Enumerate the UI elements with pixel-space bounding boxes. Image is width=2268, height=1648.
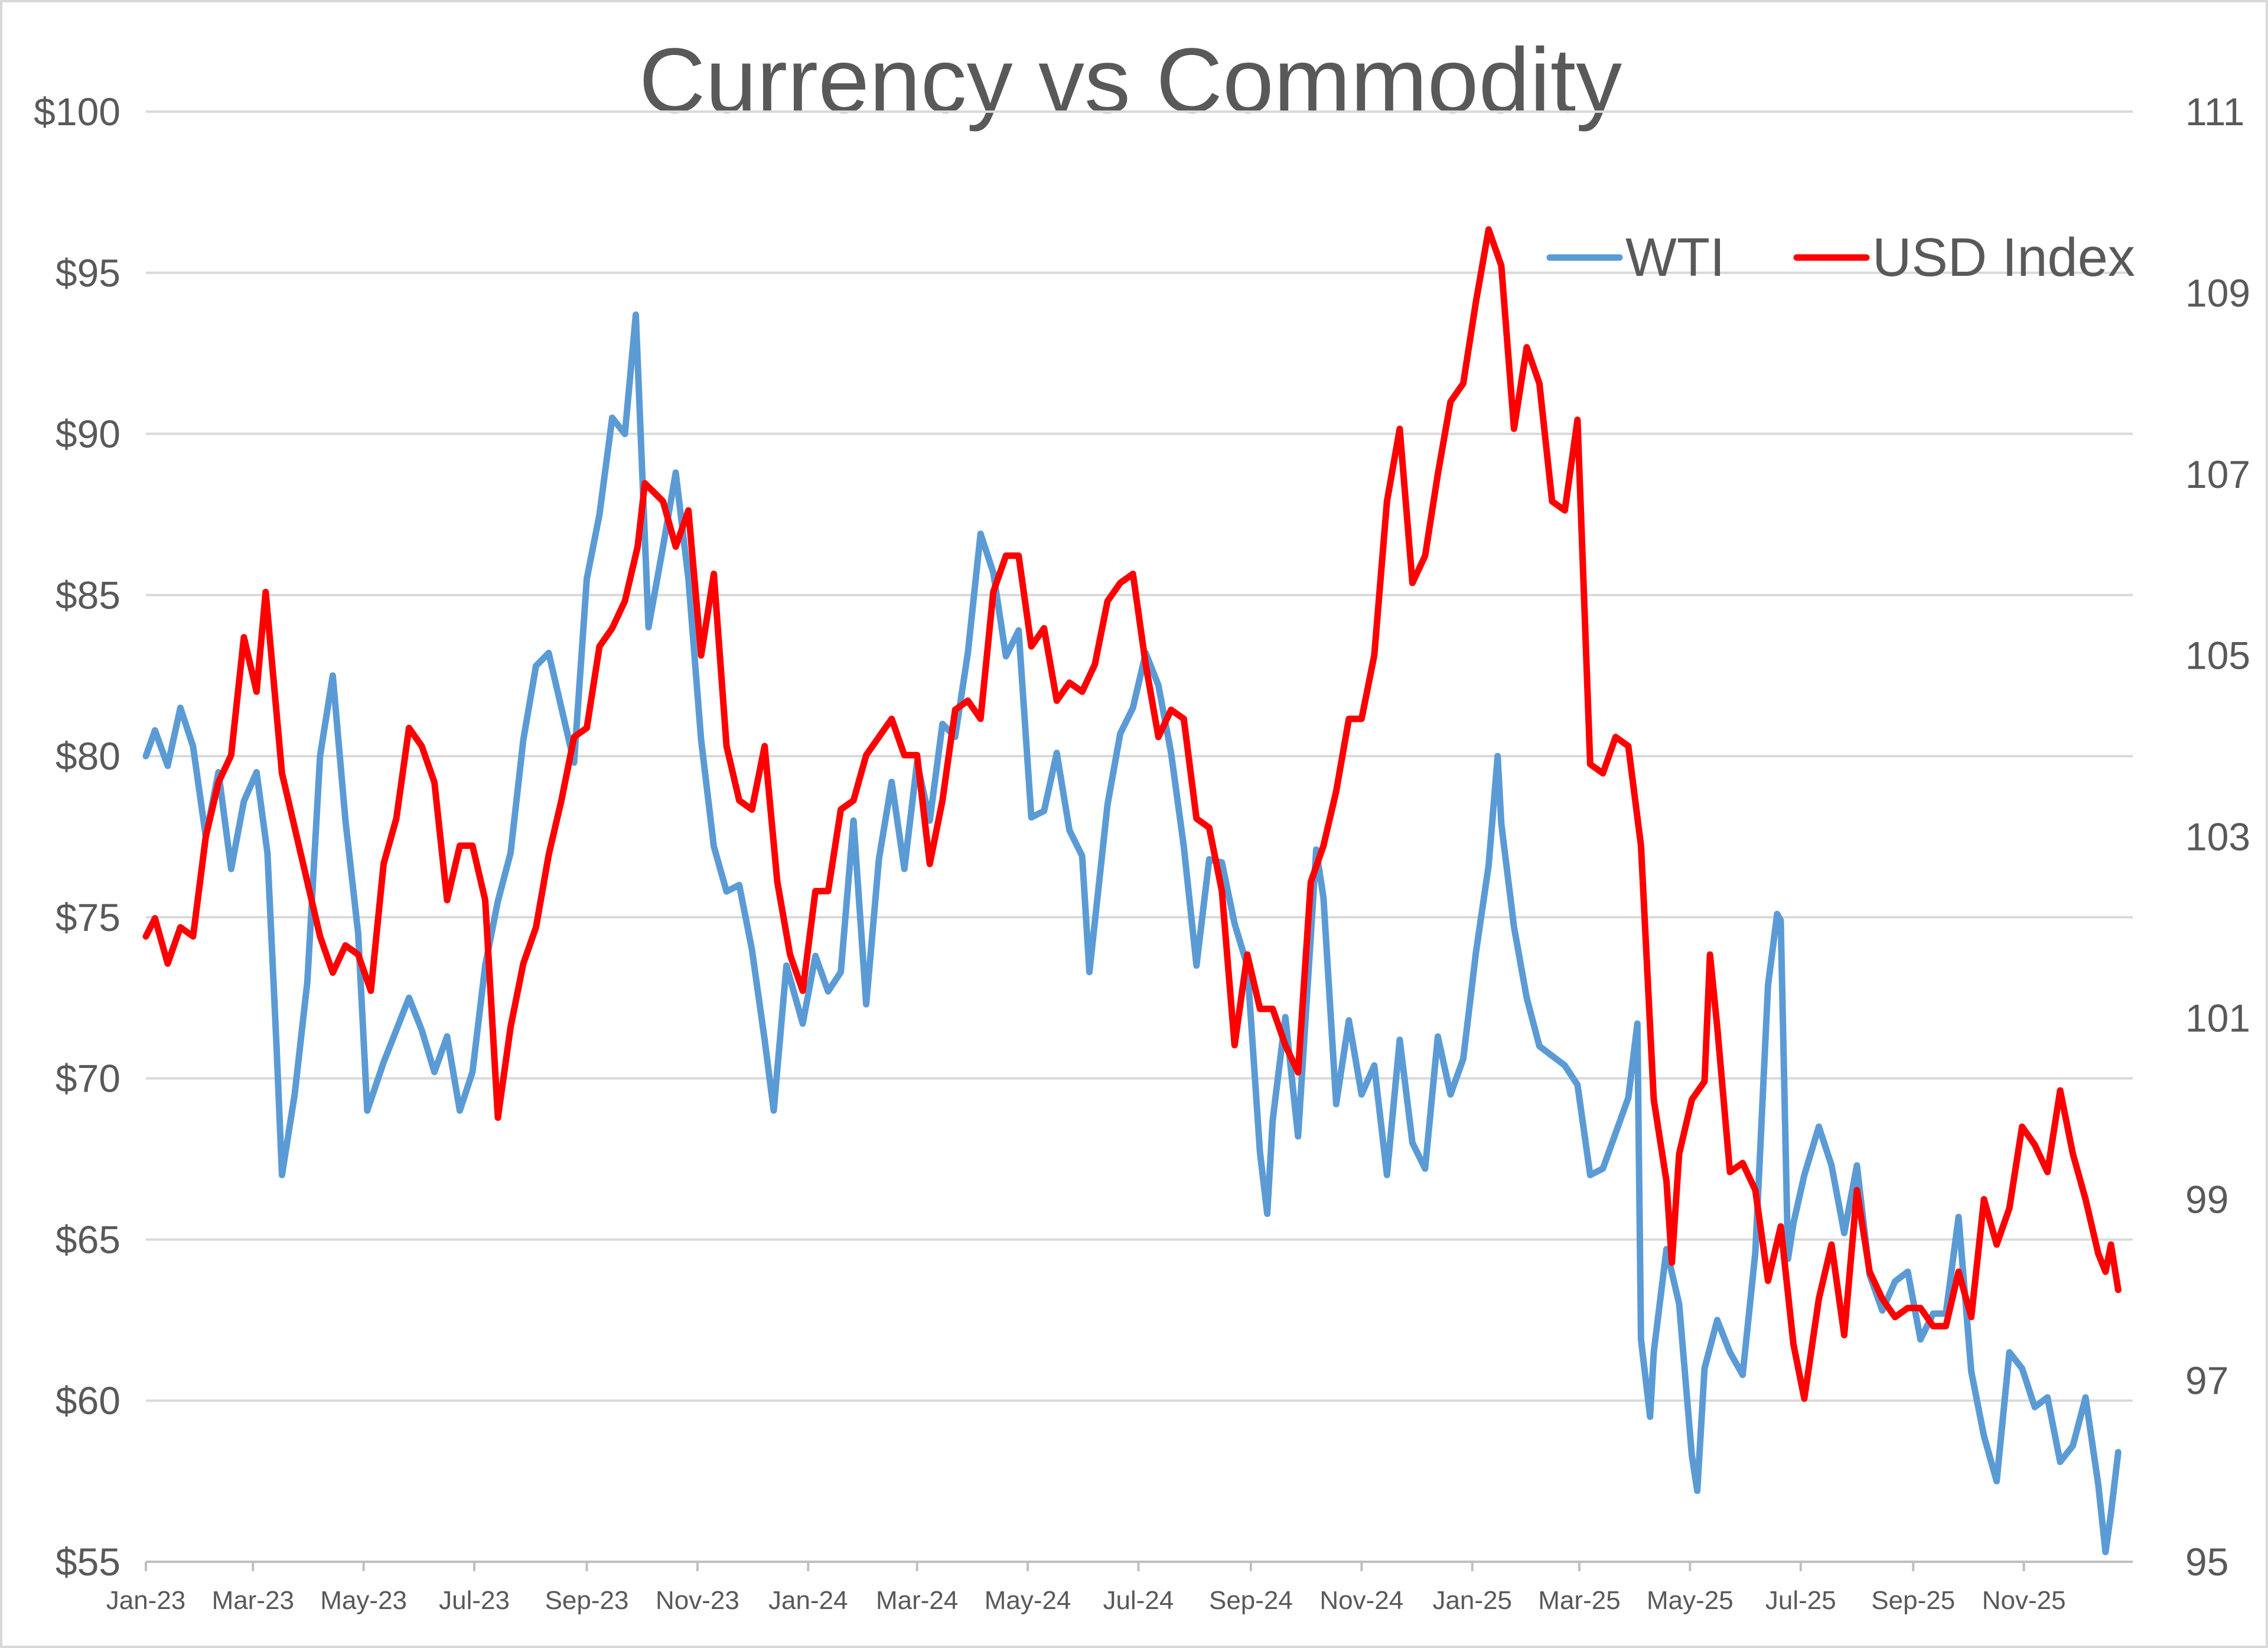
x-tick-label: Jan-23 [106, 1586, 186, 1615]
y-right-tick-label: 101 [2185, 996, 2250, 1040]
y-left-tick-label: $90 [56, 412, 120, 456]
y-left-tick-label: $75 [56, 895, 120, 939]
y-left-tick-label: $60 [56, 1379, 120, 1422]
y-right-tick-label: 95 [2185, 1540, 2228, 1584]
series-line-usd-index [142, 226, 2122, 1402]
x-axis: Jan-23 Mar-23 May-23 Jul-23 Sep-23 Nov-23 Jan-… [106, 1561, 2133, 1615]
y-right-tick-label: 107 [2185, 452, 2250, 496]
x-tick-label: Mar-24 [876, 1586, 958, 1615]
y-right-tick-label: 109 [2185, 271, 2250, 315]
y-left-tick-label: $85 [56, 573, 120, 617]
y-left-tick-label: $70 [56, 1057, 120, 1100]
x-tick-label: Jul-24 [1103, 1586, 1174, 1615]
x-tick-label: Jul-25 [1765, 1586, 1836, 1615]
x-tick-label: Jan-24 [768, 1586, 848, 1615]
x-tick-label: Nov-23 [656, 1586, 739, 1615]
x-tick-label: Jan-25 [1432, 1586, 1512, 1615]
x-tick-label: May-23 [320, 1586, 407, 1615]
x-tick-label: Mar-25 [1538, 1586, 1620, 1615]
y-axis-right: 95 97 99 101 103 105 107 109 111 [2185, 90, 2250, 1584]
legend-label-wti: WTI [1625, 227, 1725, 288]
series-line-wti [142, 311, 2122, 1556]
x-tick-label: Sep-23 [545, 1586, 629, 1615]
y-left-tick-label: $55 [56, 1540, 120, 1584]
x-tick-label: Nov-24 [1319, 1586, 1403, 1615]
y-left-tick-label: $80 [56, 734, 120, 778]
y-left-tick-label: $95 [56, 251, 120, 295]
y-right-tick-label: 105 [2185, 634, 2250, 678]
y-right-tick-label: 103 [2185, 815, 2250, 859]
y-right-tick-label: 97 [2185, 1359, 2228, 1402]
x-tick-label: May-24 [985, 1586, 1071, 1615]
x-tick-label: Sep-25 [1871, 1586, 1955, 1615]
y-right-tick-label: 99 [2185, 1177, 2228, 1221]
y-right-tick-label: 111 [2185, 90, 2244, 133]
x-tick-label: Nov-25 [1982, 1586, 2066, 1615]
x-tick-label: Sep-24 [1209, 1586, 1293, 1615]
x-tick-label: Mar-23 [212, 1586, 294, 1615]
x-tick-label: Jul-23 [439, 1586, 510, 1615]
y-left-tick-label: $100 [34, 90, 120, 133]
legend: WTI USD Index [1546, 227, 2135, 288]
legend-label-usd-index: USD Index [1872, 227, 2135, 288]
y-axis-left: $55 $60 $65 $70 $75 $80 $85 $90 $95 $100 [34, 90, 120, 1584]
gridlines [146, 110, 2133, 1402]
plot-area [142, 226, 2122, 1556]
y-left-tick-label: $65 [56, 1217, 120, 1261]
x-tick-label: May-25 [1647, 1586, 1733, 1615]
chart-title: Currency vs Commodity [639, 30, 1622, 132]
